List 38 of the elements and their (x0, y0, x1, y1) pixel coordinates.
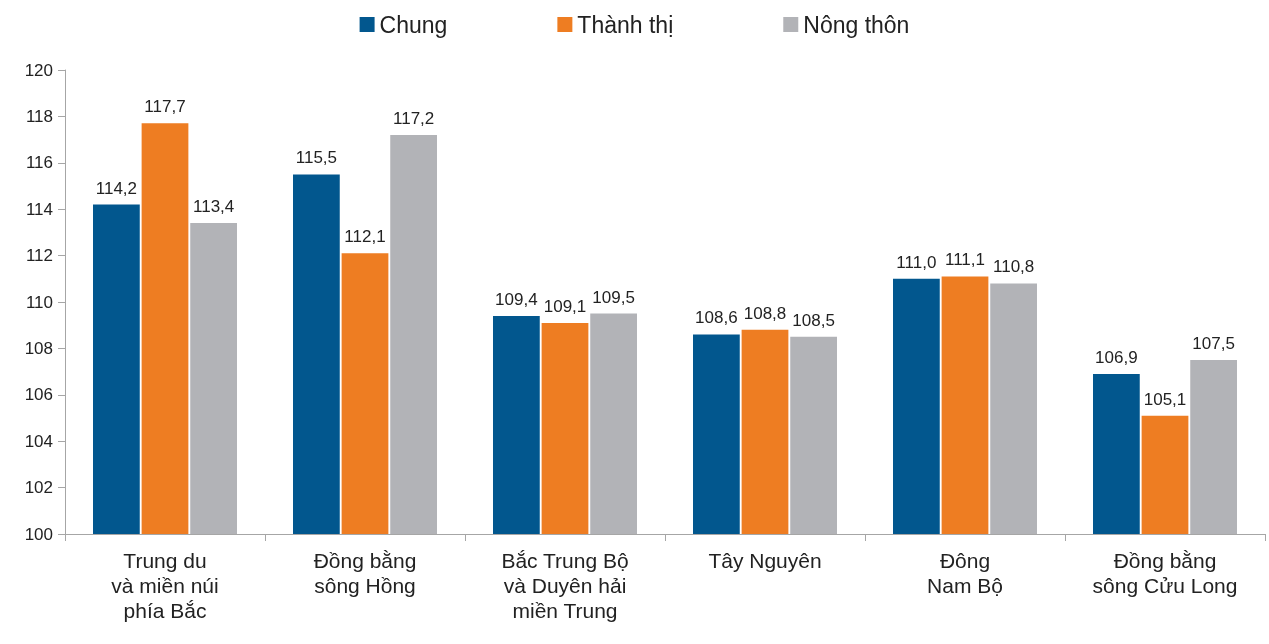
data-label: 105,1 (1143, 389, 1187, 409)
y-tick-label: 114 (25, 199, 53, 219)
x-tick-label: Đông Nam Bộ (927, 549, 1003, 597)
data-label: 108,5 (792, 310, 835, 330)
x-tick-label: Đồng bằng sông Hồng (313, 549, 417, 597)
data-label: 106,9 (1095, 347, 1138, 367)
y-tick-label: 104 (24, 431, 53, 451)
y-tick-label: 102 (24, 478, 53, 498)
data-label: 111,0 (896, 252, 937, 272)
x-tick-label: Trung du và miền núi phía Bắc (111, 549, 219, 622)
x-tick-label: Tây Nguyên (708, 549, 822, 572)
data-label: 111,1 (944, 250, 986, 270)
data-label: 113,4 (192, 197, 235, 217)
y-tick-label: 100 (24, 524, 53, 544)
y-tick-label: 118 (25, 106, 53, 126)
legend-label: Nông thôn (803, 11, 910, 38)
data-label: 109,5 (592, 287, 635, 307)
y-tick-label: 116 (25, 153, 53, 173)
data-label: 109,1 (543, 296, 587, 316)
y-tick-label: 112 (25, 246, 53, 266)
data-label: 114,2 (95, 178, 138, 198)
data-label: 115,5 (295, 148, 338, 168)
y-tick-label: 110 (25, 292, 53, 312)
legend-label: Chung (379, 11, 448, 38)
data-label: 110,8 (992, 257, 1035, 277)
data-label: 112,1 (344, 227, 386, 247)
y-tick-label: 106 (24, 385, 53, 405)
x-tick-label: Bắc Trung Bộ và Duyên hải miền Trung (501, 549, 629, 622)
data-label: 117,2 (392, 108, 435, 128)
data-label: 108,8 (743, 303, 787, 323)
y-tick-label: 108 (24, 338, 53, 358)
x-tick-label: Đồng bằng sông Cửu Long (1092, 549, 1238, 597)
y-tick-label: 120 (24, 60, 53, 80)
data-label: 108,6 (695, 308, 738, 328)
data-label: 109,4 (495, 289, 538, 309)
data-label: 107,5 (1192, 334, 1235, 353)
legend-label: Thành thị (577, 11, 674, 38)
data-label: 117,7 (144, 97, 186, 117)
